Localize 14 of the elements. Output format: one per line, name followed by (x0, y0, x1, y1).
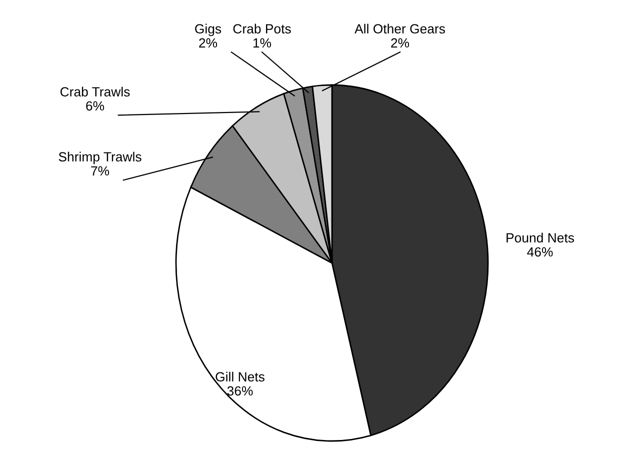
slice-label: Pound Nets (506, 232, 574, 242)
data-label: 36% (227, 386, 253, 396)
data-label: 2% (199, 38, 218, 48)
data-label: 1% (253, 38, 272, 48)
slice-label: All Other Gears (354, 24, 445, 34)
slice-label: Crab Trawls (60, 86, 130, 96)
slice-label: Crab Pots (233, 24, 291, 34)
slice-label: Gigs (195, 24, 222, 36)
slice-label: Shrimp Trawls (58, 152, 142, 164)
data-label: 6% (86, 101, 104, 111)
data-label: 46% (527, 247, 553, 257)
slice-label: Gill Nets (216, 372, 264, 382)
data-label: 2% (391, 38, 410, 48)
data-label: 7% (91, 166, 110, 176)
